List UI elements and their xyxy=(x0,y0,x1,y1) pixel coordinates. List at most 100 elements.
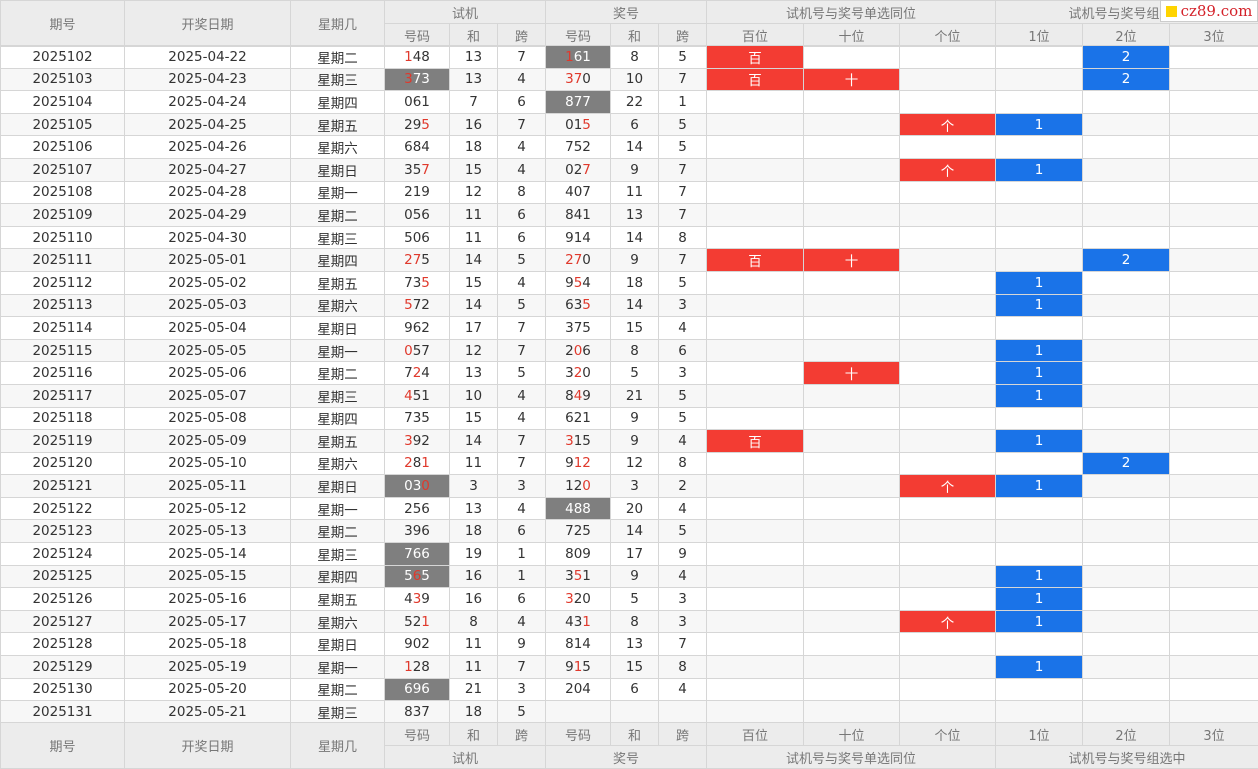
cell-trial-sum: 7 xyxy=(450,91,498,114)
cell-date: 2025-05-01 xyxy=(125,249,291,272)
cell-trial-number-digit: 5 xyxy=(404,568,413,584)
cell-prize-number-digit: 8 xyxy=(565,94,574,110)
cell-match-one xyxy=(900,181,996,204)
cell-trial-sum: 3 xyxy=(450,475,498,498)
cell-date: 2025-05-16 xyxy=(125,588,291,611)
cell-trial-span: 5 xyxy=(498,249,546,272)
cell-prize-span: 5 xyxy=(659,384,707,407)
cell-trial-sum: 11 xyxy=(450,656,498,679)
cell-prize-number-digit: 1 xyxy=(582,207,591,223)
cell-trial-number-digit: 7 xyxy=(404,546,413,562)
cell-group-2 xyxy=(1083,204,1170,227)
cell-group-1: 1 xyxy=(996,656,1083,679)
cell-weekday: 星期四 xyxy=(291,407,385,430)
cell-trial-number-digit: 9 xyxy=(421,591,430,607)
cell-group-1 xyxy=(996,226,1083,249)
cell-prize-number-digit: 3 xyxy=(565,433,574,449)
cell-match-one xyxy=(900,543,996,566)
cell-match-ten xyxy=(804,271,900,294)
cell-prize-span xyxy=(659,701,707,724)
cell-match-hundred xyxy=(707,610,804,633)
foot-weekday: 星期几 xyxy=(291,723,385,769)
cell-weekday: 星期二 xyxy=(291,362,385,385)
cell-prize-sum: 17 xyxy=(611,543,659,566)
cell-trial-number-digit: 2 xyxy=(404,501,413,517)
cell-period: 2025127 xyxy=(1,610,125,633)
cell-prize-sum: 5 xyxy=(611,588,659,611)
cell-date: 2025-04-25 xyxy=(125,113,291,136)
cell-trial-span: 6 xyxy=(498,520,546,543)
cell-group-2 xyxy=(1083,610,1170,633)
cell-prize-sum: 18 xyxy=(611,271,659,294)
cell-trial-sum: 16 xyxy=(450,565,498,588)
cell-match-one xyxy=(900,226,996,249)
cell-match-ten xyxy=(804,317,900,340)
cell-trial-number-digit: 2 xyxy=(421,433,430,449)
cell-group-2 xyxy=(1083,362,1170,385)
cell-match-ten xyxy=(804,701,900,724)
cell-match-ten xyxy=(804,520,900,543)
cell-match-ten xyxy=(804,588,900,611)
cell-prize-number-digit: 9 xyxy=(582,388,591,404)
cell-match-hundred xyxy=(707,136,804,159)
cell-trial-number-digit: 3 xyxy=(413,704,422,720)
cell-match-ten xyxy=(804,339,900,362)
cell-prize-span: 7 xyxy=(659,158,707,181)
cell-match-one xyxy=(900,701,996,724)
cell-period: 2025122 xyxy=(1,497,125,520)
group-prize-header: 奖号 xyxy=(546,1,707,24)
cell-match-hundred xyxy=(707,226,804,249)
cell-prize-number: 015 xyxy=(546,113,611,136)
foot-date: 开奖日期 xyxy=(125,723,291,769)
cell-prize-number: 954 xyxy=(546,271,611,294)
site-badge[interactable]: cz89.com xyxy=(1160,0,1258,22)
cell-trial-number: 439 xyxy=(385,588,450,611)
cell-period: 2025116 xyxy=(1,362,125,385)
cell-weekday: 星期六 xyxy=(291,294,385,317)
cell-trial-span: 4 xyxy=(498,158,546,181)
cell-prize-number-digit: 7 xyxy=(574,252,583,268)
cell-weekday: 星期日 xyxy=(291,317,385,340)
cell-period: 2025109 xyxy=(1,204,125,227)
cell-weekday: 星期日 xyxy=(291,633,385,656)
cell-trial-span: 4 xyxy=(498,271,546,294)
cell-trial-span: 4 xyxy=(498,384,546,407)
cell-prize-span: 5 xyxy=(659,271,707,294)
cell-match-ten xyxy=(804,656,900,679)
foot-trial-span: 跨 xyxy=(498,723,546,746)
cell-group-2 xyxy=(1083,701,1170,724)
cell-match-hundred xyxy=(707,656,804,679)
cell-prize-number-digit: 8 xyxy=(565,388,574,404)
cell-trial-number-digit: 0 xyxy=(404,94,413,110)
cell-match-one xyxy=(900,588,996,611)
cell-match-one xyxy=(900,430,996,453)
cell-trial-number: 373 xyxy=(385,68,450,91)
cell-match-ten xyxy=(804,633,900,656)
cell-trial-number: 275 xyxy=(385,249,450,272)
cell-trial-number-digit: 9 xyxy=(413,681,422,697)
cell-group-1 xyxy=(996,181,1083,204)
cell-match-ten xyxy=(804,565,900,588)
cell-group-1 xyxy=(996,136,1083,159)
cell-group-1 xyxy=(996,633,1083,656)
cell-match-hundred xyxy=(707,181,804,204)
cell-prize-sum: 13 xyxy=(611,204,659,227)
cell-match-one xyxy=(900,317,996,340)
cell-group-2 xyxy=(1083,226,1170,249)
cell-match-one xyxy=(900,678,996,701)
cell-prize-number-digit: 4 xyxy=(565,184,574,200)
cell-prize-span: 4 xyxy=(659,317,707,340)
cell-trial-number-digit: 7 xyxy=(421,704,430,720)
cell-match-ten xyxy=(804,678,900,701)
cell-period: 2025125 xyxy=(1,565,125,588)
cell-prize-number: 351 xyxy=(546,565,611,588)
cell-match-one xyxy=(900,204,996,227)
cell-match-ten: 十 xyxy=(804,362,900,385)
cell-date: 2025-05-03 xyxy=(125,294,291,317)
cell-group-3 xyxy=(1170,407,1258,430)
cell-trial-span: 8 xyxy=(498,181,546,204)
cell-trial-number-digit: 4 xyxy=(421,365,430,381)
